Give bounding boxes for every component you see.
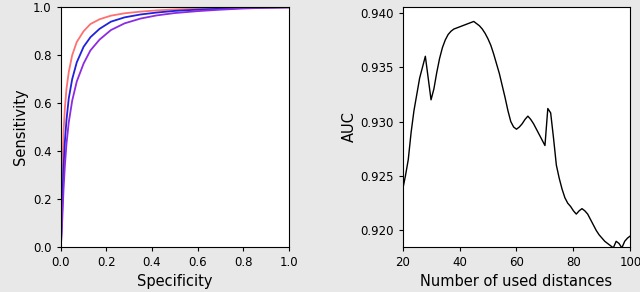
- Y-axis label: AUC: AUC: [342, 112, 357, 142]
- Y-axis label: Sensitivity: Sensitivity: [13, 89, 28, 165]
- X-axis label: Number of used distances: Number of used distances: [420, 274, 612, 289]
- X-axis label: Specificity: Specificity: [137, 274, 212, 289]
